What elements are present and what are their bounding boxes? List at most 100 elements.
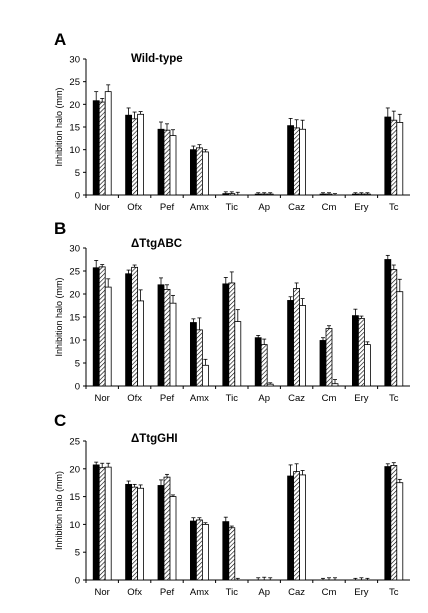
bar [169, 496, 177, 581]
chart-title: ΔTtgGHI [131, 433, 178, 445]
bar [384, 466, 392, 581]
x-tick-label: Nor [95, 587, 110, 598]
y-tick-label: 5 [75, 168, 80, 179]
bar [195, 147, 203, 196]
y-tick-label: 30 [69, 55, 80, 66]
bar [157, 128, 165, 196]
bar [325, 328, 333, 387]
bar [390, 465, 398, 581]
chart-panel-c: C ΔTtgGHI Inhibition halo (mm) 0 5 10 15 20 25 No… [54, 411, 410, 598]
x-tick-label: Ofx [127, 393, 142, 404]
bar [293, 471, 301, 581]
x-tick-label: Pef [160, 202, 175, 213]
x-tick-label: Tc [389, 202, 399, 213]
x-tick-label: Caz [288, 587, 305, 598]
x-tick-label: Cm [322, 202, 337, 213]
x-tick-label: Pef [160, 393, 175, 404]
y-axis-label: Inhibition halo (mm) [54, 471, 64, 550]
bar [222, 193, 230, 196]
x-tick-label: Amx [190, 393, 209, 404]
y-tick-label: 20 [69, 290, 80, 301]
bar [234, 321, 242, 387]
bar [299, 305, 307, 387]
x-tick-label: Ofx [127, 587, 142, 598]
y-tick-label: 20 [69, 464, 80, 475]
y-tick-label: 0 [75, 576, 80, 587]
bar [351, 193, 359, 196]
bar [228, 282, 236, 387]
bar [222, 521, 230, 581]
bar [169, 135, 177, 196]
bar [260, 344, 268, 387]
y-tick-label: 30 [69, 244, 80, 255]
bar [254, 193, 262, 196]
bar [396, 482, 404, 581]
bar [125, 273, 132, 387]
y-tick-label: 25 [69, 437, 80, 448]
bar [125, 483, 132, 581]
bar [104, 91, 112, 196]
bar [325, 193, 333, 196]
panel-letter: A [54, 30, 66, 49]
bar [98, 266, 106, 387]
x-tick-label: Tc [389, 393, 399, 404]
bar [396, 122, 404, 196]
bar [201, 524, 209, 581]
bar [390, 119, 398, 196]
bar [201, 364, 209, 387]
y-tick-label: 0 [75, 382, 80, 393]
y-axis-label: Inhibition halo (mm) [54, 277, 64, 356]
bar [222, 283, 230, 387]
bar [293, 127, 301, 196]
y-tick-label: 20 [69, 100, 80, 111]
bar [92, 267, 100, 387]
bar [266, 383, 274, 387]
bar [195, 519, 203, 581]
bar [357, 317, 365, 387]
bar [299, 128, 307, 196]
y-axis-label: Inhibition halo (mm) [54, 87, 64, 166]
x-tick-label: Cm [322, 393, 337, 404]
bar [396, 291, 404, 387]
panel-letter: B [54, 219, 66, 238]
panel-letter: C [54, 411, 66, 430]
bar [201, 151, 209, 196]
bar [157, 284, 165, 387]
chart-title: Wild-type [131, 53, 183, 65]
x-tick-label: Caz [288, 202, 305, 213]
x-tick-label: Ofx [127, 202, 142, 213]
chart-title: ΔTtgABC [131, 238, 182, 250]
bar [189, 520, 197, 581]
y-tick-label: 10 [69, 145, 80, 156]
bar [299, 474, 307, 581]
x-tick-label: Cm [322, 587, 337, 598]
bar [260, 193, 268, 196]
x-tick-label: Ery [354, 393, 369, 404]
bar [131, 118, 139, 196]
y-tick-label: 15 [69, 492, 80, 503]
y-tick-label: 15 [69, 123, 80, 134]
bar [351, 315, 359, 387]
y-tick-label: 5 [75, 548, 80, 559]
bar [228, 527, 236, 581]
x-tick-label: Tic [226, 393, 239, 404]
bar [104, 466, 112, 581]
bar [357, 193, 365, 196]
y-tick-label: 10 [69, 336, 80, 347]
bar [363, 344, 371, 387]
bar [98, 101, 106, 196]
bar [384, 259, 392, 387]
bar [287, 125, 295, 196]
x-tick-label: Amx [190, 202, 209, 213]
bar [98, 467, 106, 581]
bar [228, 193, 236, 196]
bar [92, 100, 100, 196]
bar [189, 322, 197, 387]
bar [169, 302, 177, 387]
bar [163, 476, 171, 581]
bar [157, 485, 165, 581]
bar [319, 193, 327, 196]
bar [137, 300, 145, 387]
x-tick-label: Tic [226, 202, 239, 213]
bar [195, 329, 203, 387]
